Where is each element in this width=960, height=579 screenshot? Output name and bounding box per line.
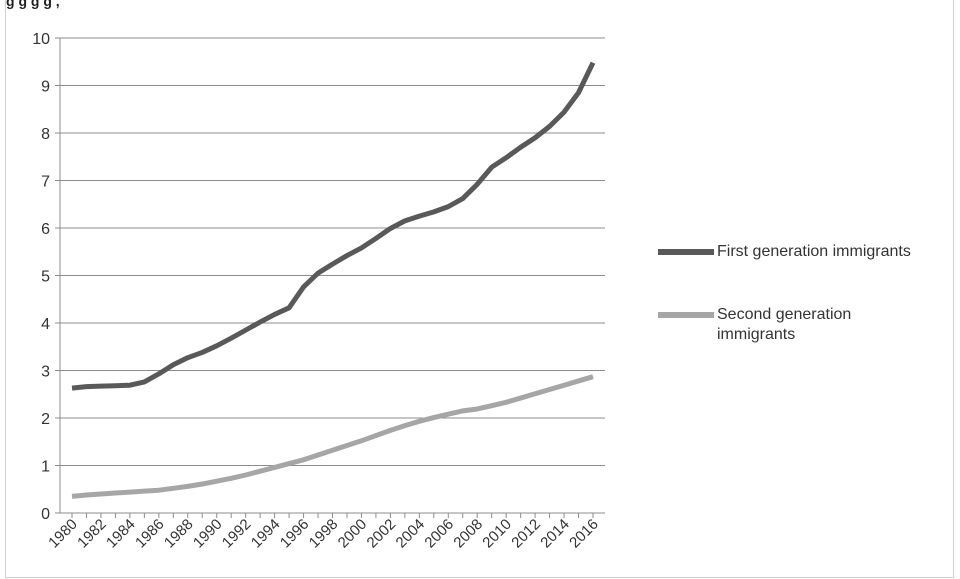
x-tick-label: 1996: [277, 516, 313, 552]
legend-item-second-generation: Second generation immigrants: [658, 305, 887, 345]
x-tick-label: 1988: [161, 516, 197, 552]
x-tick-label: 2008: [450, 516, 486, 552]
legend-item-first-generation: First generation immigrants: [658, 242, 957, 262]
legend-label-second-generation: Second generation immigrants: [717, 306, 852, 343]
x-axis-ticks: 1980198219841986198819901992199419961998…: [45, 513, 602, 551]
x-tick-label: 1994: [248, 516, 284, 552]
y-tick-label: 9: [41, 79, 50, 96]
y-tick-label: 1: [41, 459, 50, 476]
x-tick-label: 2016: [566, 516, 602, 552]
series-line-first-generation: [71, 61, 596, 391]
x-tick-label: 1998: [306, 516, 342, 552]
x-tick-label: 2012: [508, 516, 544, 552]
series-lines: [71, 61, 596, 499]
x-tick-label: 1984: [103, 516, 139, 552]
x-tick-label: 1982: [74, 516, 110, 552]
x-tick-label: 2000: [335, 516, 371, 552]
y-tick-label: 7: [41, 174, 50, 191]
y-tick-label: 6: [41, 221, 50, 238]
series-line-second-generation: [71, 374, 594, 499]
legend-label-first-generation: First generation immigrants: [717, 243, 911, 260]
y-tick-label: 3: [41, 364, 50, 381]
y-tick-label: 10: [32, 31, 50, 48]
x-tick-label: 2004: [393, 516, 429, 552]
y-axis-ticks: 0 1 2 3 4 5 6 7 8 9 10: [32, 31, 60, 523]
x-tick-label: 1990: [190, 516, 226, 552]
chart-frame: [5, 0, 954, 578]
legend-swatch-second-generation: [658, 312, 714, 318]
chart-title-cropped: g g g g ,: [6, 0, 60, 9]
x-tick-label: 2002: [364, 516, 400, 552]
y-tick-label: 8: [41, 126, 50, 143]
x-tick-label: 1992: [219, 516, 255, 552]
x-tick-label: 1986: [132, 516, 168, 552]
y-tick-label: 2: [41, 411, 50, 428]
y-tick-label: 0: [41, 506, 50, 523]
y-tick-label: 4: [41, 316, 50, 333]
x-tick-label: 1980: [45, 516, 81, 552]
x-tick-label: 2014: [537, 516, 573, 552]
x-tick-label: 2010: [479, 516, 515, 552]
y-tick-label: 5: [41, 269, 50, 286]
legend-swatch-first-generation: [658, 249, 714, 255]
x-tick-label: 2006: [421, 516, 457, 552]
gridlines: [59, 37, 605, 514]
